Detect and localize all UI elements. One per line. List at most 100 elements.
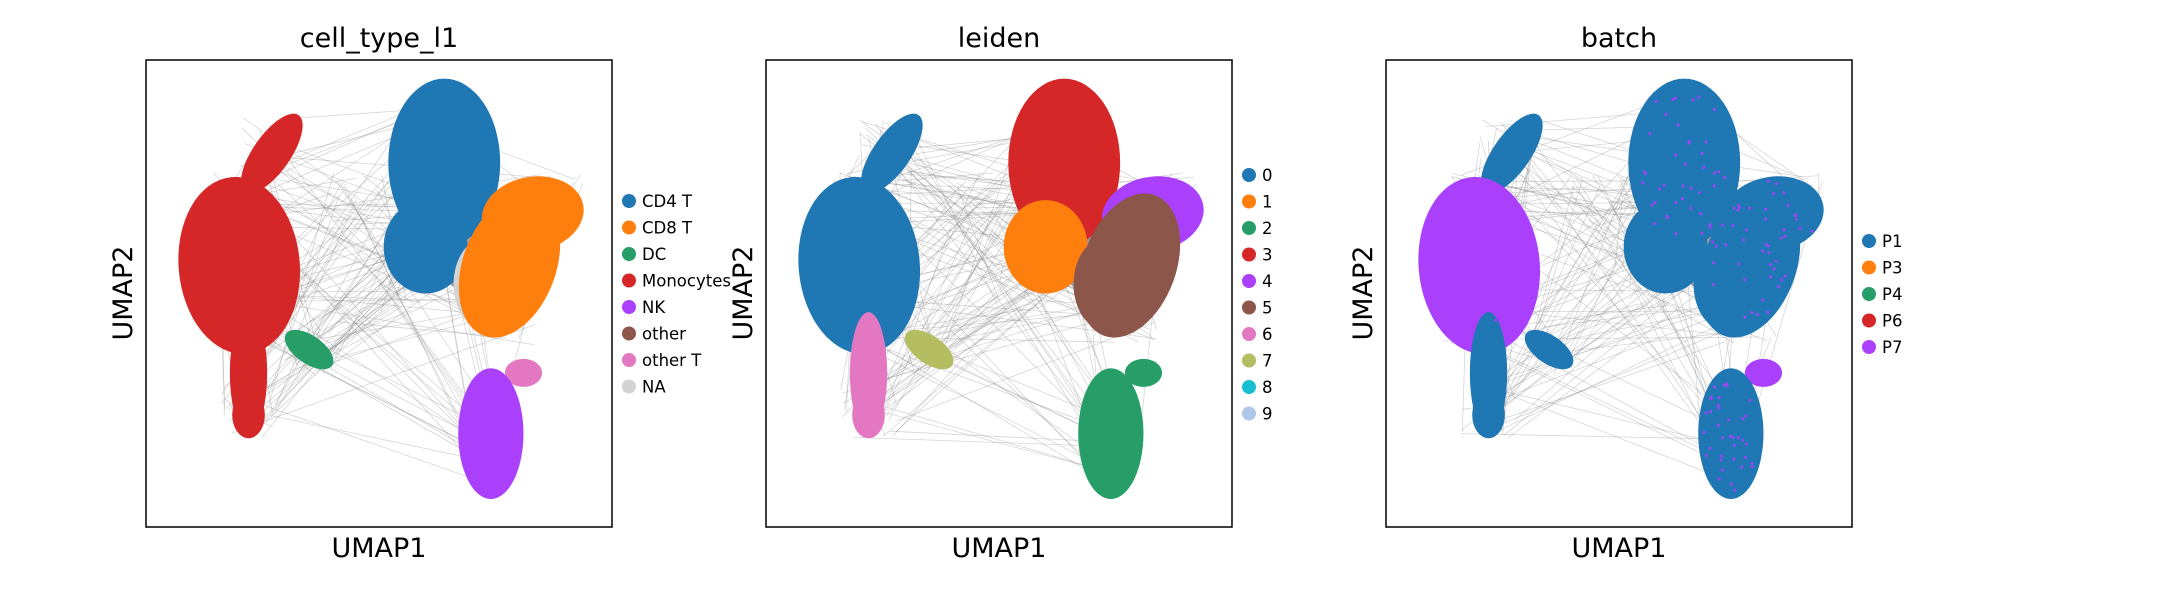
cell-point xyxy=(1755,312,1760,317)
cell-point xyxy=(1720,223,1724,227)
legend-marker xyxy=(1242,327,1256,341)
graph-edge xyxy=(1479,128,1660,418)
cluster-bottomTop xyxy=(1124,358,1163,387)
graph-edge xyxy=(1460,433,1744,440)
cell-point xyxy=(1654,99,1658,104)
cell-point xyxy=(1779,278,1784,282)
cell-point xyxy=(1648,132,1652,136)
cell-point xyxy=(1724,382,1729,386)
cell-point xyxy=(1732,457,1736,461)
cell-point xyxy=(1506,317,1510,321)
panel-title: leiden xyxy=(958,23,1040,54)
legend-label: other xyxy=(642,325,686,344)
cell-point xyxy=(1673,96,1677,100)
legend-label: 4 xyxy=(1262,272,1273,291)
cell-point xyxy=(1736,435,1740,440)
graph-edge xyxy=(1632,287,1710,437)
cell-point xyxy=(1716,423,1720,427)
cell-point xyxy=(1721,436,1725,440)
cell-point xyxy=(1750,461,1754,465)
cell-point xyxy=(1717,477,1721,481)
cell-point xyxy=(1711,261,1716,265)
cluster-leftLow xyxy=(232,391,265,439)
cell-point xyxy=(1674,201,1678,205)
cell-point xyxy=(1486,201,1491,205)
graph-edge xyxy=(957,186,1000,301)
graph-edge xyxy=(389,297,421,303)
graph-edge xyxy=(379,282,415,304)
cell-point xyxy=(1793,214,1797,218)
cell-point xyxy=(1786,203,1790,207)
cell-point xyxy=(1437,223,1442,227)
legend-label: CD4 T xyxy=(642,192,693,211)
legend-label: 9 xyxy=(1262,405,1273,424)
cluster-blobs xyxy=(1418,78,1824,499)
legend-marker xyxy=(622,379,636,394)
graph-edge xyxy=(277,161,368,218)
cell-point xyxy=(1717,170,1721,174)
cell-point xyxy=(1472,235,1476,239)
cluster-right xyxy=(1078,193,1181,338)
graph-edge xyxy=(1491,322,1724,435)
graph-edge xyxy=(1518,120,1656,311)
embedding-cloud xyxy=(178,78,584,499)
cell-point xyxy=(1448,329,1453,333)
cell-point xyxy=(1525,240,1529,244)
legend-label: DC xyxy=(642,245,666,264)
graph-edge xyxy=(1475,340,1720,458)
cell-point xyxy=(1641,181,1645,185)
cell-point xyxy=(1732,206,1736,210)
cluster-bottom xyxy=(1078,368,1144,499)
cell-point xyxy=(1783,274,1787,278)
cell-point xyxy=(1510,325,1514,329)
cluster-blobs xyxy=(798,78,1204,499)
cell-point xyxy=(1658,187,1662,191)
cell-point xyxy=(1676,123,1680,127)
cell-point xyxy=(1475,215,1479,219)
legend-marker xyxy=(1862,287,1876,301)
cell-point xyxy=(1711,240,1715,244)
cell-point xyxy=(1731,223,1735,228)
cell-point xyxy=(1704,411,1708,415)
cell-point xyxy=(1650,203,1654,207)
graph-edge xyxy=(892,311,1006,437)
graph-edge xyxy=(269,415,479,461)
graph-edge xyxy=(1511,160,1732,468)
cell-point xyxy=(1731,435,1735,439)
graph-edge xyxy=(854,436,1121,448)
graph-edge xyxy=(336,321,507,338)
cell-point xyxy=(1744,414,1748,418)
legend-marker xyxy=(622,273,636,288)
graph-edge xyxy=(1523,303,1642,334)
graph-edge xyxy=(1563,260,1618,369)
cell-point xyxy=(1726,418,1731,422)
cell-point xyxy=(1671,97,1675,102)
graph-edge xyxy=(244,330,496,458)
cell-point xyxy=(1743,455,1748,460)
cell-point xyxy=(1709,397,1713,401)
cell-point xyxy=(1527,280,1531,284)
legend-label: NA xyxy=(642,378,666,397)
cell-point xyxy=(1529,241,1533,245)
cell-point xyxy=(1744,442,1748,446)
cell-point xyxy=(1664,112,1668,117)
graph-edge xyxy=(259,266,405,426)
cell-point xyxy=(1748,398,1752,402)
cluster-midMid xyxy=(1003,200,1088,294)
cell-point xyxy=(1769,275,1773,279)
graph-edge xyxy=(1531,185,1601,337)
cell-point xyxy=(1712,385,1717,389)
legend-label: NK xyxy=(642,298,666,317)
graph-edge xyxy=(853,312,1129,388)
cell-point xyxy=(1767,250,1771,255)
graph-edge xyxy=(1491,330,1732,462)
legend-marker xyxy=(1242,247,1256,262)
cell-point xyxy=(1701,165,1706,170)
graph-edge xyxy=(848,154,860,178)
graph-edge xyxy=(881,301,1042,404)
cell-point xyxy=(1798,226,1802,231)
cell-point xyxy=(1733,488,1737,492)
cell-point xyxy=(1708,225,1712,230)
graph-edge xyxy=(1482,119,1602,192)
cell-point xyxy=(1743,278,1747,282)
